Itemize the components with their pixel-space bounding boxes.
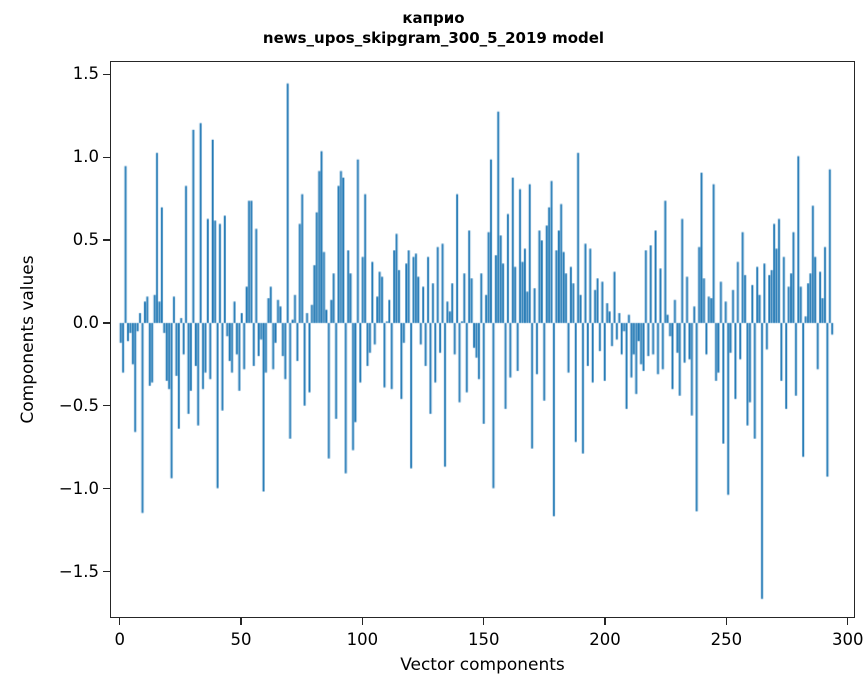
y-tick-label: −1.5 [58,561,99,581]
x-tick-label: 150 [467,630,500,649]
y-tick-mark [103,570,110,573]
x-tick-mark [725,618,727,625]
x-tick-label: 100 [346,630,379,649]
bar-series-canvas [111,62,854,617]
plot-area [110,61,855,618]
y-tick-label: 0.0 [72,312,99,332]
chart-title-line-2: news_upos_skipgram_300_5_2019 model [262,29,605,47]
x-tick-label: 250 [710,630,743,649]
x-tick-mark [483,618,485,625]
y-tick-label: −1.0 [58,478,99,498]
x-tick-label: 0 [114,630,125,649]
x-tick-label: 50 [230,630,252,649]
x-tick-mark [361,618,363,625]
y-tick-mark [103,488,110,490]
x-tick-mark [604,618,606,625]
y-tick-label: 1.0 [72,147,99,167]
x-tick-mark [847,618,849,625]
y-tick-mark [103,322,110,324]
chart-title: каприо news_upos_skipgram_300_5_2019 mod… [0,8,867,48]
x-tick-label: 200 [589,630,621,649]
y-tick-mark [103,239,110,241]
y-tick-label: −0.5 [58,395,99,415]
chart-title-line-1: каприо [402,9,465,27]
y-tick-mark [103,73,110,75]
x-tick-mark [240,618,242,625]
y-axis-label: Components values [18,255,38,424]
y-tick-label: 1.5 [72,64,99,84]
x-tick-label: 300 [831,630,864,649]
x-tick-mark [119,618,121,625]
y-tick-mark [103,156,110,158]
x-axis-label: Vector components [400,655,565,675]
y-tick-mark [103,405,110,407]
y-tick-label: 0.5 [72,230,99,250]
